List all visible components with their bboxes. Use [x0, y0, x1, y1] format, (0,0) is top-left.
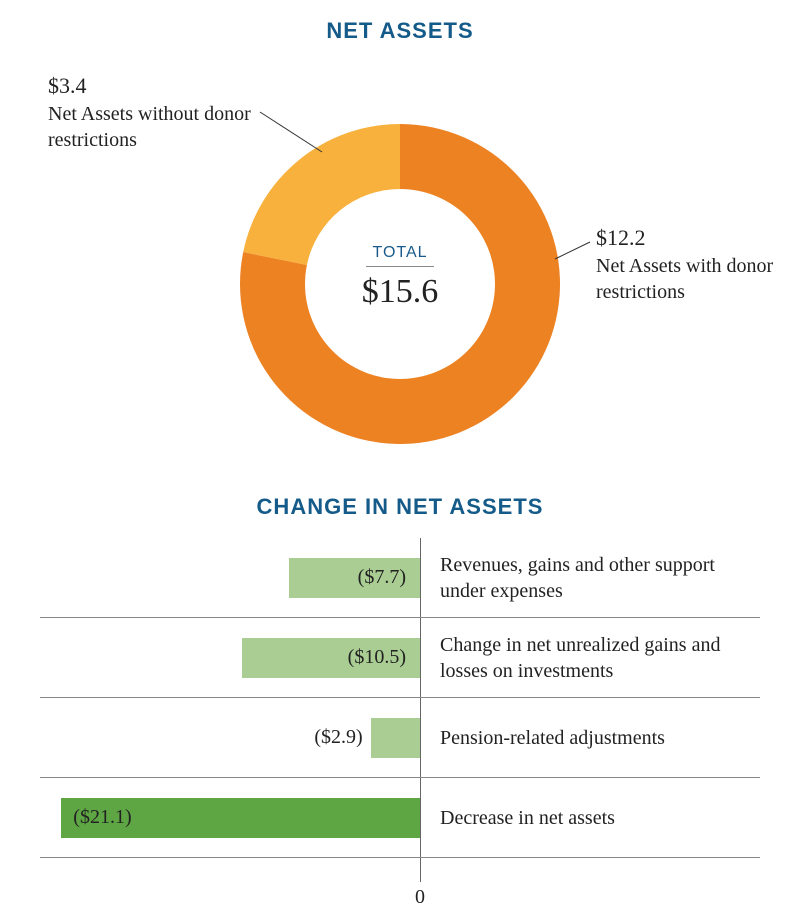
label-without-restrictions: $3.4 Net Assets without donor restrictio… — [48, 72, 268, 153]
bar-description: Change in net unrealized gains and losse… — [440, 632, 760, 684]
donut-center-label: TOTAL — [366, 244, 433, 267]
bar-description: Pension-related adjustments — [440, 725, 760, 751]
bar-row: ($10.5) Change in net unrealized gains an… — [40, 618, 760, 698]
label-without-desc: Net Assets without donor restrictions — [48, 101, 268, 153]
bar-chart: ($7.7) Revenues, gains and other support … — [40, 538, 760, 898]
net-assets-title: NET ASSETS — [0, 0, 800, 44]
label-with-desc: Net Assets with donor restrictions — [596, 253, 796, 305]
bar-description: Revenues, gains and other support under … — [440, 552, 760, 604]
bar-row: ($21.1) Decrease in net assets — [40, 778, 760, 858]
axis-zero-label: 0 — [415, 886, 425, 909]
label-with-restrictions: $12.2 Net Assets with donor restrictions — [596, 224, 796, 305]
change-title: CHANGE IN NET ASSETS — [0, 494, 800, 520]
bar-row: ($2.9) Pension-related adjustments — [40, 698, 760, 778]
donut-center: TOTAL $15.6 — [330, 244, 470, 311]
donut-center-amount: $15.6 — [330, 273, 470, 311]
bar-description: Decrease in net assets — [440, 805, 760, 831]
bar-row: ($7.7) Revenues, gains and other support … — [40, 538, 760, 618]
bar-rect — [371, 718, 420, 758]
bar-value: ($21.1) — [73, 806, 131, 829]
donut-chart: $3.4 Net Assets without donor restrictio… — [0, 44, 800, 484]
label-without-amount: $3.4 — [48, 72, 268, 101]
bar-value: ($7.7) — [358, 566, 406, 589]
bar-value: ($10.5) — [348, 646, 406, 669]
label-with-amount: $12.2 — [596, 224, 796, 253]
leader-line-with — [555, 242, 590, 259]
bar-value: ($2.9) — [314, 726, 362, 749]
leader-line-without — [260, 112, 322, 152]
